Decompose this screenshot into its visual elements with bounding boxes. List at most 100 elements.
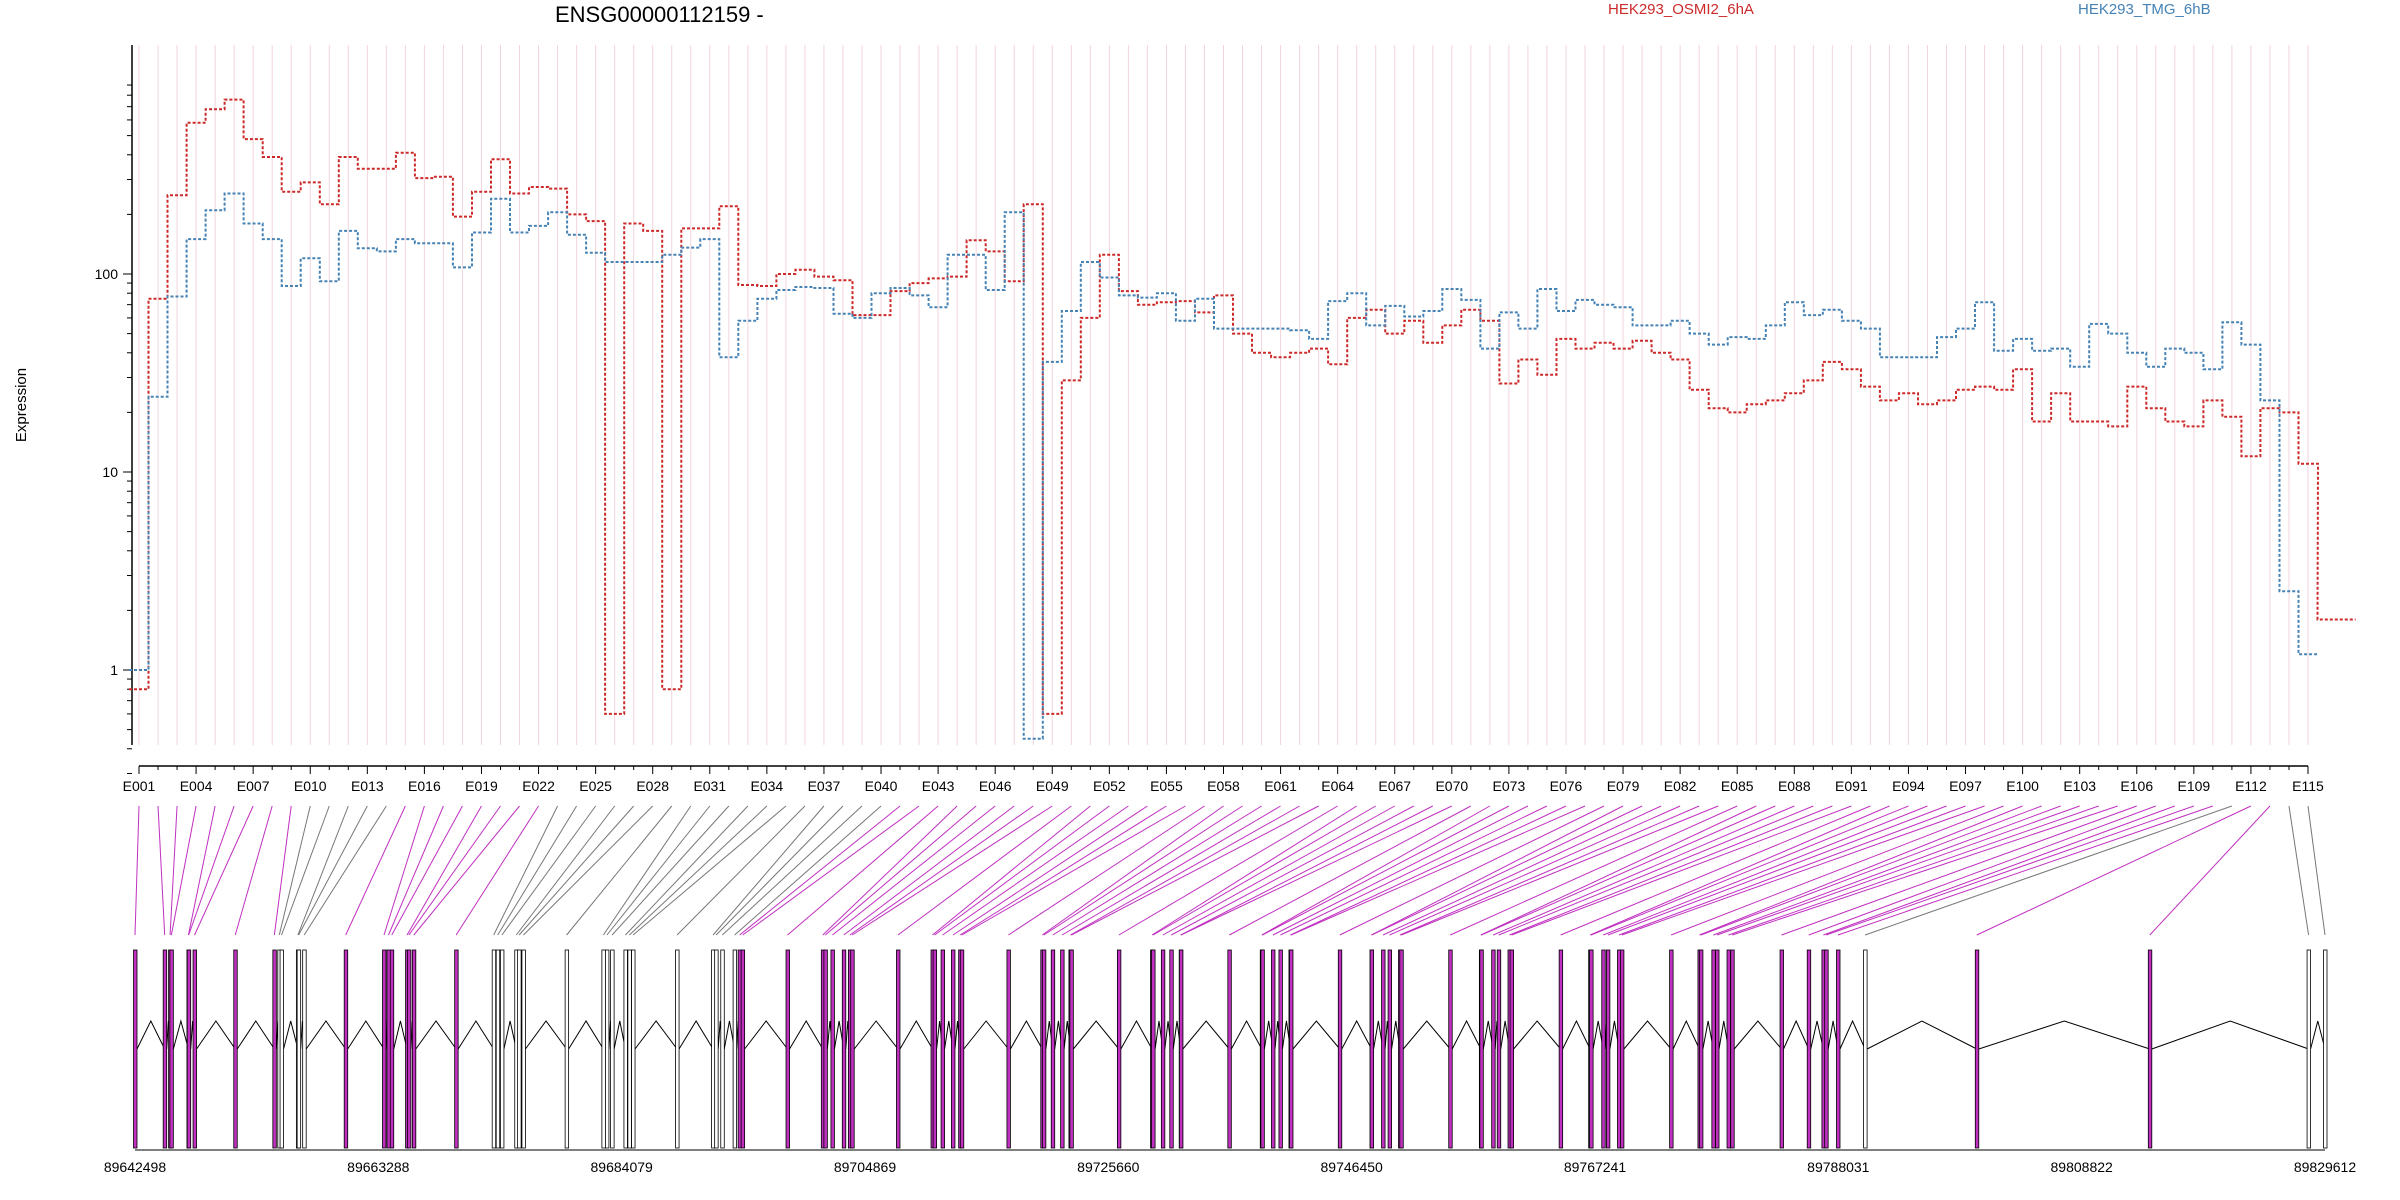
exon-connector — [1732, 805, 2118, 936]
intron-line — [1513, 1020, 1562, 1050]
exon-block — [500, 949, 505, 1149]
exon-connector — [1511, 805, 1852, 936]
exon-block — [1620, 949, 1625, 1149]
intron-line — [525, 1020, 568, 1050]
exon-block — [1116, 949, 1122, 1149]
genome-tick-label: 89788031 — [1807, 1159, 1870, 1175]
exon-block — [1278, 949, 1283, 1149]
x-tick-label: E085 — [1721, 778, 1754, 794]
exon-connector — [273, 805, 292, 936]
exon-block — [1050, 949, 1056, 1149]
exon-block — [296, 949, 302, 1149]
exon-block — [951, 949, 956, 1149]
exon-connector — [1808, 805, 2156, 936]
exon-connector — [715, 805, 844, 936]
intron-line — [963, 1020, 1009, 1050]
x-tick-label: E043 — [922, 778, 955, 794]
exon-block — [940, 949, 945, 1149]
exon-connector — [1728, 805, 2099, 936]
exon-connector — [787, 805, 939, 936]
exon-connector — [1389, 805, 1681, 936]
exon-connector — [501, 805, 597, 936]
x-tick-label: E004 — [180, 778, 213, 794]
exon-connector — [825, 805, 977, 936]
x-tick-label: E055 — [1150, 778, 1183, 794]
exon-block — [785, 949, 790, 1149]
x-tick-label: E010 — [294, 778, 327, 794]
exon-connector — [897, 805, 1072, 936]
exon-connector — [170, 805, 197, 936]
exon-connector — [1371, 805, 1624, 936]
exon-connector — [515, 805, 616, 936]
exon-connector — [169, 805, 178, 936]
intron-line — [568, 1020, 604, 1050]
y-axis: 1 10 100 — [95, 45, 133, 775]
exon-block — [1271, 949, 1276, 1149]
exon-block — [1806, 949, 1812, 1149]
exon-connector — [1589, 805, 1890, 936]
exon-connector — [493, 805, 559, 936]
exon-connectors — [134, 805, 2326, 936]
exon-block — [1669, 949, 1674, 1149]
exon-connector — [1621, 805, 1985, 936]
chart-title: ENSG00000112159 - — [555, 2, 764, 27]
exon-connector — [734, 805, 882, 936]
intron-line — [136, 1019, 166, 1050]
x-tick-label: E061 — [1264, 778, 1297, 794]
exon-connector — [625, 805, 749, 936]
exon-block — [959, 949, 965, 1149]
intron-line — [1623, 1020, 1672, 1050]
exon-block — [343, 949, 349, 1149]
genome-tick-label: 89725660 — [1077, 1159, 1140, 1175]
exon-block — [162, 949, 168, 1149]
y-tick-label: 10 — [102, 464, 118, 480]
exon-connector — [602, 805, 692, 936]
intron-line — [1810, 1020, 1824, 1050]
intron-line — [1672, 1019, 1700, 1050]
x-tick-label: E046 — [979, 778, 1012, 794]
exon-gridlines — [138, 45, 2309, 745]
genome-tick-label: 89746450 — [1321, 1159, 1384, 1175]
exon-block — [517, 949, 522, 1149]
exon-block — [1387, 949, 1392, 1149]
exon-block — [605, 949, 610, 1149]
intron-line — [899, 1020, 933, 1050]
exon-block — [1558, 949, 1564, 1149]
exon-block — [302, 949, 307, 1149]
exon-block — [675, 949, 680, 1149]
exon-connector — [1481, 805, 1776, 936]
exon-connector — [1480, 805, 1757, 936]
intron-line — [1292, 1020, 1341, 1050]
x-tick-label: E091 — [1835, 778, 1868, 794]
exon-block — [1496, 949, 1502, 1149]
exon-connector — [1171, 805, 1414, 936]
series-line-tmg — [129, 192, 2318, 740]
genome-tick-label: 89663288 — [347, 1159, 410, 1175]
exon-block — [1836, 949, 1841, 1149]
genome-tick-label: 89808822 — [2051, 1159, 2114, 1175]
x-tick-label: E049 — [1036, 778, 1069, 794]
exon-block — [732, 949, 738, 1149]
exon-connector — [606, 805, 711, 936]
exon-block — [1699, 949, 1704, 1149]
intron-line — [2310, 1020, 2326, 1050]
exon-connector — [1052, 805, 1262, 936]
exon-block — [1337, 949, 1343, 1149]
exon-connector — [932, 805, 1091, 936]
exon-block — [521, 949, 526, 1149]
exon-block — [1863, 949, 1868, 1149]
exon-block — [714, 949, 719, 1149]
intron-line — [196, 1020, 236, 1050]
genome-tick-label: 89829612 — [2294, 1159, 2357, 1175]
legend-series-b: HEK293_TMG_6hB — [2078, 1, 2211, 18]
exon-block — [1605, 949, 1611, 1149]
intron-line — [1839, 1019, 1866, 1050]
x-tick-label: E073 — [1493, 778, 1526, 794]
x-tick-label: E088 — [1778, 778, 1811, 794]
intron-line — [1341, 1019, 1372, 1050]
exon-connector — [391, 805, 463, 936]
intron-line — [1402, 1020, 1451, 1050]
x-tick-label: E001 — [123, 778, 156, 794]
exon-connector — [742, 805, 920, 936]
